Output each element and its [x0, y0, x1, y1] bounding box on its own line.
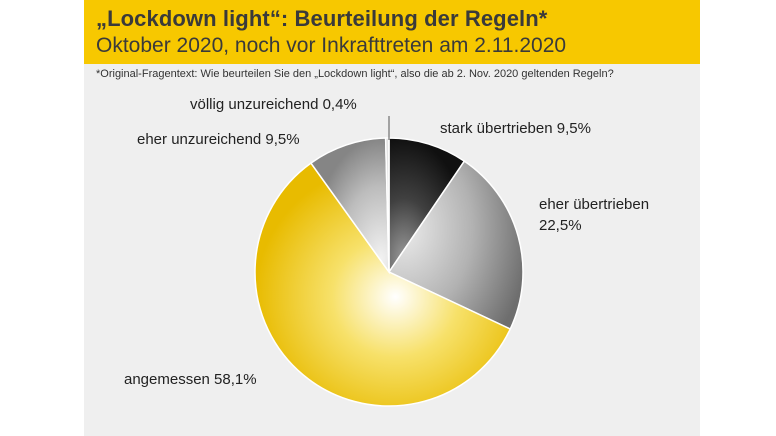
pie-slice-angemessen	[254, 162, 512, 407]
label-angemessen: angemessen 58,1%	[124, 371, 257, 388]
pie-chart: stark übertrieben 9,5% eher übertrieben 22…	[124, 96, 649, 407]
label-eher-uebertrieben-line2: 22,5%	[539, 217, 582, 234]
chart-card: „Lockdown light“: Beurteilung der Regeln…	[84, 0, 700, 436]
chart-title: „Lockdown light“: Beurteilung der Regeln…	[96, 6, 548, 31]
label-stark-uebertrieben: stark übertrieben 9,5%	[440, 120, 591, 137]
chart-subtitle: Oktober 2020, noch vor Inkrafttreten am …	[96, 34, 567, 57]
label-eher-unzureichend: eher unzureichend 9,5%	[137, 131, 300, 148]
question-footnote: *Original-Fragentext: Wie beurteilen Sie…	[96, 68, 614, 80]
pie-slice-stark-uebertrieben	[388, 137, 466, 275]
pie-slice-eher-unzureichend	[309, 137, 390, 275]
label-eher-uebertrieben-line1: eher übertrieben	[539, 196, 649, 213]
header-banner: „Lockdown light“: Beurteilung der Regeln…	[84, 0, 700, 64]
label-voellig-unzureichend: völlig unzureichend 0,4%	[190, 96, 357, 113]
